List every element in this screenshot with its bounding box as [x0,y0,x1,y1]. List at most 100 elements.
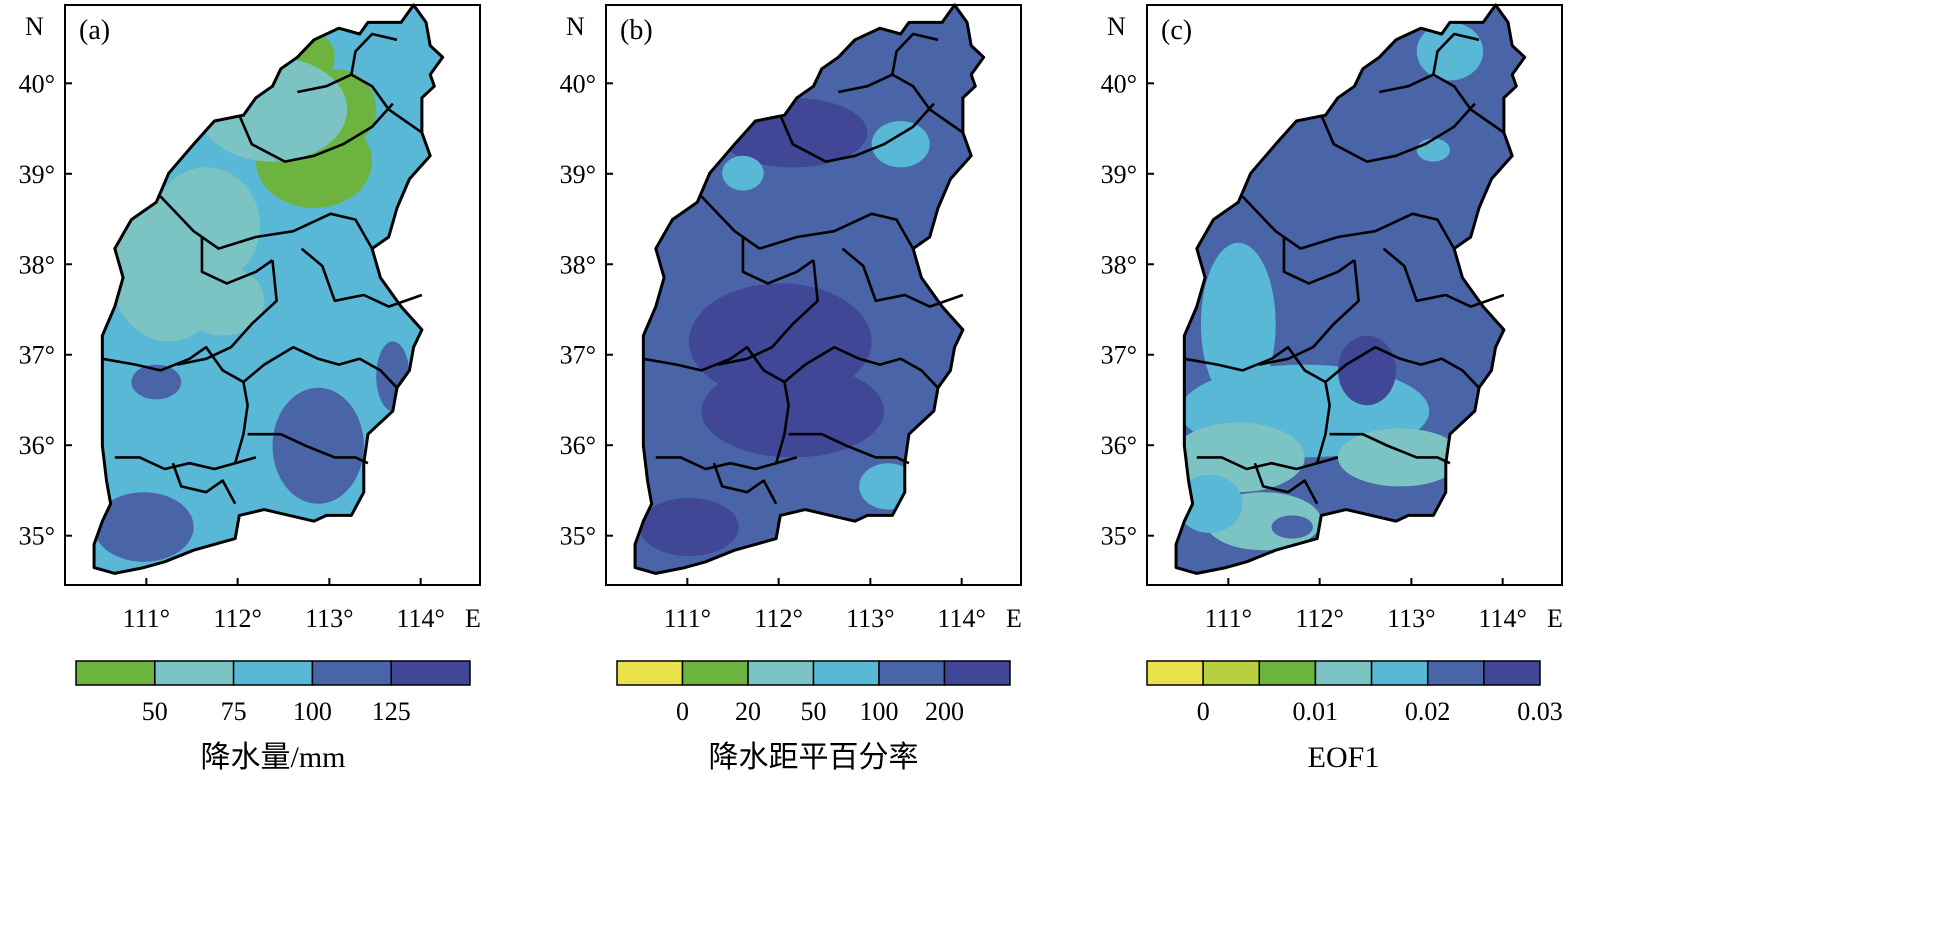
prefecture-boundary [838,73,964,134]
contour-region [131,364,182,400]
colorbar-tick-label: 200 [925,697,964,726]
lon-tick-label: 114° [937,604,985,633]
prefecture-boundary [1382,247,1505,308]
prefecture-boundary [159,195,374,250]
lat-tick-label: 35° [19,522,55,551]
contour-region [1176,422,1305,493]
prefecture-boundary [891,32,939,75]
province-outline [1174,3,1527,575]
lat-tick-label: 37° [19,341,55,370]
lon-tick-label: 111° [1205,604,1252,633]
prefecture-boundary [779,102,935,163]
colorbar-swatch [1483,660,1541,686]
east-label: E [1547,604,1563,633]
prefecture-boundary [712,462,778,505]
colorbar-tick-label: 0.03 [1517,697,1563,726]
lat-tick-label: 36° [560,431,596,460]
prefecture-boundary [1258,260,1360,366]
lat-tick-label: 39° [560,160,596,189]
lon-tick-label: 112° [213,604,261,633]
lon-tick-label: 113° [305,604,353,633]
north-label: N [1107,12,1126,41]
prefecture-boundary [1282,237,1356,285]
colorbar-swatch [616,660,684,686]
prefecture-boundary [176,260,278,366]
colorbar-swatch [1258,660,1317,686]
colorbar-tick-label: 0.01 [1292,697,1338,726]
colorbar-tick-label: 0.02 [1405,697,1451,726]
lat-tick-label: 40° [1101,69,1137,98]
lon-tick-label: 113° [1387,604,1435,633]
map-frame [64,4,481,586]
precipitation-field [94,5,443,574]
contour-region [1337,428,1463,487]
colorbar-tick-label: 100 [860,697,899,726]
colorbar-title: EOF1 [1308,741,1380,774]
east-label: E [465,604,481,633]
prefecture-boundary [717,260,819,366]
panel-label: (b) [620,15,653,46]
precipitation-field [635,5,984,574]
lat-tick-label: 38° [1101,250,1137,279]
colorbar-swatch [1146,660,1204,686]
contour-region [701,364,885,458]
contour-region [181,266,265,336]
prefecture-boundary [171,462,237,505]
colorbar-tick-label: 50 [142,697,168,726]
prefecture-boundary [741,237,815,285]
prefecture-boundary [1320,102,1476,163]
contour-region [197,57,348,162]
contour-region [871,121,930,168]
prefecture-boundary [700,195,915,250]
lon-tick-label: 111° [664,604,711,633]
prefecture-boundary [114,456,236,471]
lon-tick-label: 113° [846,604,894,633]
contour-region [859,463,918,510]
colorbar-tick-label: 100 [293,697,332,726]
lat-tick-label: 35° [1101,522,1137,551]
prefecture-boundary [102,345,257,465]
precipitation-field [1176,5,1525,574]
colorbar-swatch [390,660,471,686]
colorbar-title: 降水距平百分率 [709,741,919,774]
prefecture-boundary [841,247,964,308]
prefecture-boundary [643,345,798,465]
north-label: N [25,12,44,41]
contour-region [1271,515,1313,539]
colorbar-swatch [681,660,749,686]
prefecture-boundary [247,432,369,465]
prefecture-boundary [300,247,423,308]
colorbar-swatch [1202,660,1261,686]
colorbar: 0 0.01 0.02 0.03 EOF1 [1146,660,1563,774]
prefecture-boundary [1379,73,1505,134]
lat-tick-label: 38° [19,250,55,279]
prefecture-boundary [1329,432,1451,465]
colorbar-swatch [154,660,235,686]
prefecture-boundary [1184,345,1339,465]
map-panel-c: (c) N E 40° 39° 38° 37° 36° 35° 111° 112° 113° 114° 0… [1101,3,1563,774]
lon-tick-label: 112° [1295,604,1343,633]
lat-tick-label: 40° [560,69,596,98]
panel-label: (a) [79,15,110,46]
colorbar-tick-label: 0 [676,697,689,726]
province-outline [92,3,445,575]
colorbar-swatch [812,660,880,686]
prefecture-boundary [1324,345,1480,389]
prefecture-boundary [655,456,777,471]
lat-tick-label: 35° [560,522,596,551]
prefecture-boundary [783,345,939,389]
colorbar-title: 降水量/mm [200,741,345,774]
colorbar-swatch [75,660,156,686]
map-frame [1146,4,1563,586]
colorbar-tick-label: 20 [735,697,761,726]
map-frame [605,4,1022,586]
colorbar-swatch [1314,660,1373,686]
prefecture-boundary [1253,462,1319,505]
contour-region [272,387,364,504]
contour-region [1337,335,1396,406]
lat-tick-label: 38° [560,250,596,279]
province-outline [633,3,986,575]
colorbar-swatch [1426,660,1485,686]
contour-region [722,155,764,191]
